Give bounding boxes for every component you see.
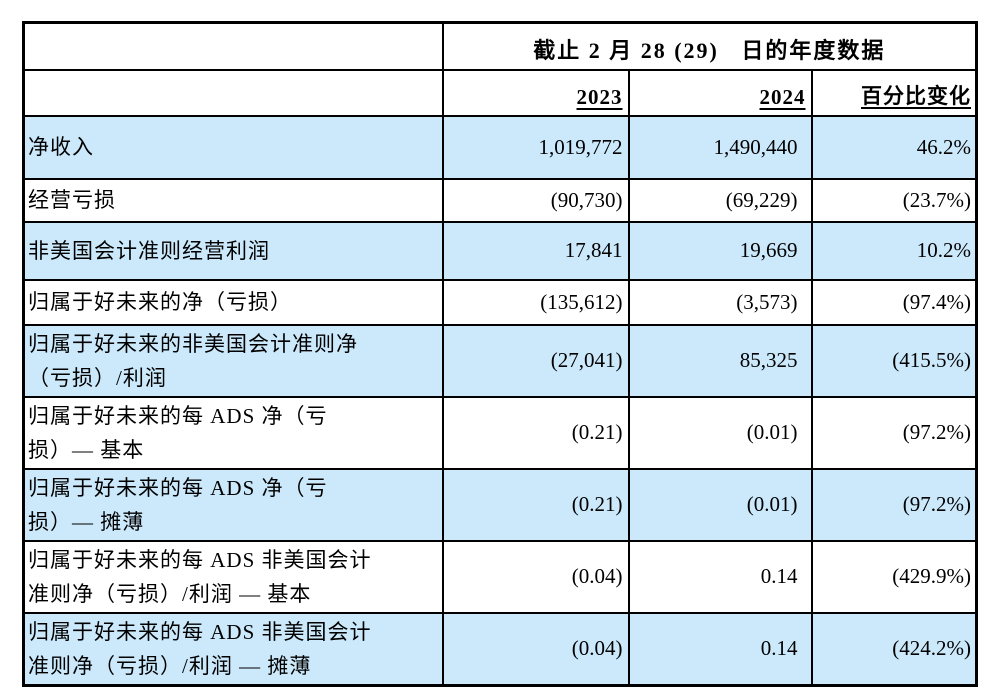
column-header-pct-change-label: 百分比变化 bbox=[861, 83, 972, 108]
header-year-row: 2023 2024 百分比变化 bbox=[22, 68, 978, 117]
table-row-non-gaap-operating-income: 非美国会计准则经营利润 17,841 19,669 10.2% bbox=[22, 220, 978, 281]
value-2023: (0.21) bbox=[441, 395, 630, 470]
table-row-non-gaap-net-income-per-ads-basic: 归属于好未来的每 ADS 非美国会计 准则净（亏损）/利润 — 基本 (0.04… bbox=[22, 539, 978, 614]
value-2023: (0.21) bbox=[441, 467, 630, 542]
row-label: 归属于好未来的每 ADS 非美国会计 准则净（亏损）/利润 — 基本 bbox=[22, 539, 444, 614]
table-row-net-revenue: 净收入 1,019,772 1,490,440 46.2% bbox=[22, 114, 978, 180]
value-2023: (0.04) bbox=[441, 611, 630, 686]
value-2024: (0.01) bbox=[627, 467, 813, 542]
table-row-non-gaap-net-income-attributable: 归属于好未来的非美国会计准则净 （亏损）/利润 (27,041) 85,325 … bbox=[22, 323, 978, 398]
column-header-pct-change: 百分比变化 bbox=[810, 68, 978, 117]
column-header-2024: 2024 bbox=[627, 68, 813, 117]
value-2024: 0.14 bbox=[627, 611, 813, 686]
header-empty-cell bbox=[22, 21, 444, 71]
row-label: 归属于好未来的每 ADS 净（亏 损）— 摊薄 bbox=[22, 467, 444, 542]
value-2024: (0.01) bbox=[627, 395, 813, 470]
table-row-non-gaap-net-income-per-ads-diluted: 归属于好未来的每 ADS 非美国会计 准则净（亏损）/利润 — 摊薄 (0.04… bbox=[22, 611, 978, 686]
row-label: 净收入 bbox=[22, 114, 444, 180]
column-header-2024-label: 2024 bbox=[759, 84, 806, 109]
header-title-row: 截止 2 月 28 (29) 日的年度数据 bbox=[22, 21, 978, 71]
value-pct-change: (23.7%) bbox=[810, 177, 978, 223]
table-row-net-loss-attributable: 归属于好未来的净（亏损） (135,612) (3,573) (97.4%) bbox=[22, 278, 978, 326]
row-label: 归属于好未来的每 ADS 非美国会计 准则净（亏损）/利润 — 摊薄 bbox=[22, 611, 444, 686]
value-2023: (135,612) bbox=[441, 278, 630, 326]
value-2024: (3,573) bbox=[627, 278, 813, 326]
financial-results-table: 截止 2 月 28 (29) 日的年度数据 2023 2024 百分比变化 净收… bbox=[22, 21, 979, 687]
value-2023: 17,841 bbox=[441, 220, 630, 281]
row-label: 经营亏损 bbox=[22, 177, 444, 223]
value-2024: 1,490,440 bbox=[627, 114, 813, 180]
column-header-2023: 2023 bbox=[441, 68, 630, 117]
row-label: 归属于好未来的净（亏损） bbox=[22, 278, 444, 326]
row-label: 归属于好未来的每 ADS 净（亏 损）— 基本 bbox=[22, 395, 444, 470]
value-pct-change: (97.2%) bbox=[810, 467, 978, 542]
value-2023: 1,019,772 bbox=[441, 114, 630, 180]
value-2024: 19,669 bbox=[627, 220, 813, 281]
value-2024: 0.14 bbox=[627, 539, 813, 614]
value-pct-change: 10.2% bbox=[810, 220, 978, 281]
value-pct-change: (97.2%) bbox=[810, 395, 978, 470]
row-label: 归属于好未来的非美国会计准则净 （亏损）/利润 bbox=[22, 323, 444, 398]
value-pct-change: (429.9%) bbox=[810, 539, 978, 614]
value-2023: (27,041) bbox=[441, 323, 630, 398]
value-pct-change: (97.4%) bbox=[810, 278, 978, 326]
row-label: 非美国会计准则经营利润 bbox=[22, 220, 444, 281]
value-2024: (69,229) bbox=[627, 177, 813, 223]
value-2023: (0.04) bbox=[441, 539, 630, 614]
value-pct-change: 46.2% bbox=[810, 114, 978, 180]
table-row-net-loss-per-ads-diluted: 归属于好未来的每 ADS 净（亏 损）— 摊薄 (0.21) (0.01) (9… bbox=[22, 467, 978, 542]
value-2024: 85,325 bbox=[627, 323, 813, 398]
header-empty-cell bbox=[22, 68, 444, 117]
table-row-net-loss-per-ads-basic: 归属于好未来的每 ADS 净（亏 损）— 基本 (0.21) (0.01) (9… bbox=[22, 395, 978, 470]
column-header-2023-label: 2023 bbox=[576, 84, 623, 109]
value-pct-change: (424.2%) bbox=[810, 611, 978, 686]
table-row-operating-loss: 经营亏损 (90,730) (69,229) (23.7%) bbox=[22, 177, 978, 223]
value-2023: (90,730) bbox=[441, 177, 630, 223]
period-title: 截止 2 月 28 (29) 日的年度数据 bbox=[441, 21, 978, 71]
value-pct-change: (415.5%) bbox=[810, 323, 978, 398]
